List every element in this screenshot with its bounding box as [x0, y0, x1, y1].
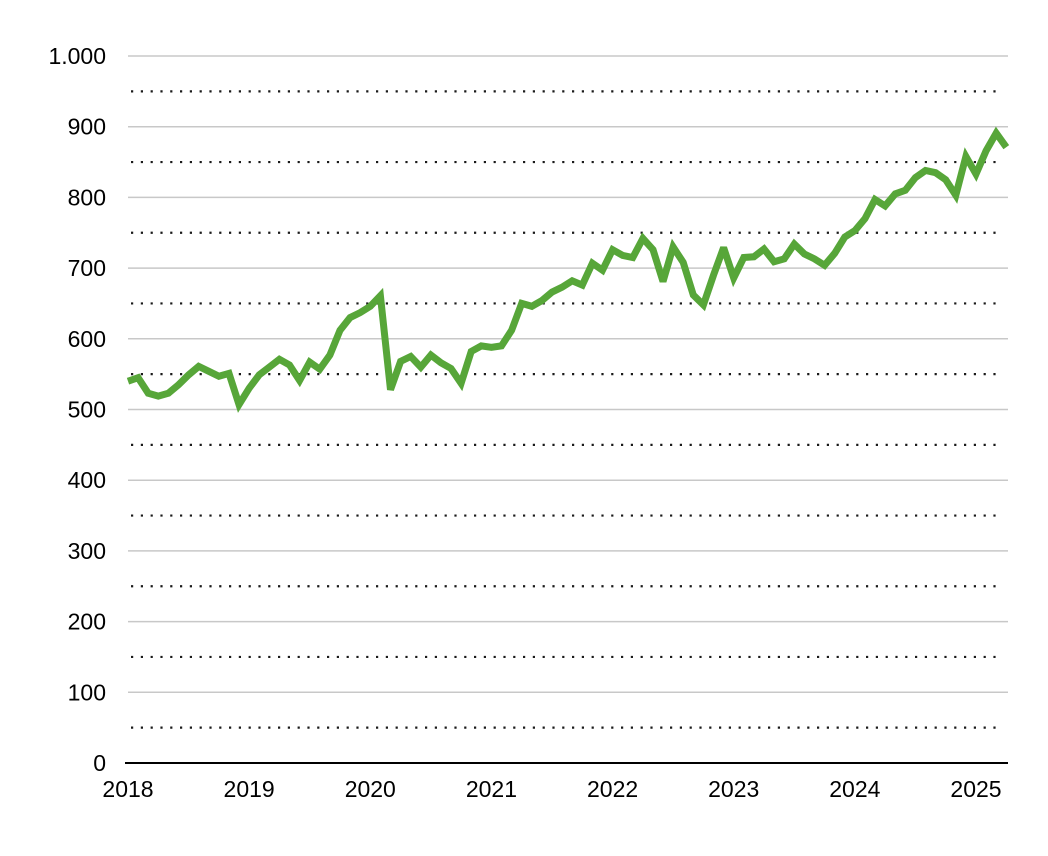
x-tick-label: 2024: [829, 776, 880, 802]
x-tick-label: 2020: [345, 776, 396, 802]
y-tick-label: 600: [68, 326, 106, 352]
x-tick-label: 2021: [466, 776, 517, 802]
x-tick-label: 2023: [708, 776, 759, 802]
y-tick-label: 800: [68, 184, 106, 210]
y-tick-label: 300: [68, 538, 106, 564]
y-tick-label: 0: [93, 750, 106, 776]
x-tick-label: 2022: [587, 776, 638, 802]
y-tick-label: 200: [68, 609, 106, 635]
x-tick-label: 2025: [950, 776, 1001, 802]
y-tick-label: 400: [68, 467, 106, 493]
y-tick-label: 900: [68, 114, 106, 140]
data-line-series: [126, 126, 1010, 413]
y-tick-label: 100: [68, 679, 106, 705]
x-tick-label: 2018: [102, 776, 153, 802]
y-tick-label: 1.000: [48, 43, 106, 69]
y-tick-label: 700: [68, 255, 106, 281]
y-tick-label: 500: [68, 397, 106, 423]
x-tick-label: 2019: [224, 776, 275, 802]
